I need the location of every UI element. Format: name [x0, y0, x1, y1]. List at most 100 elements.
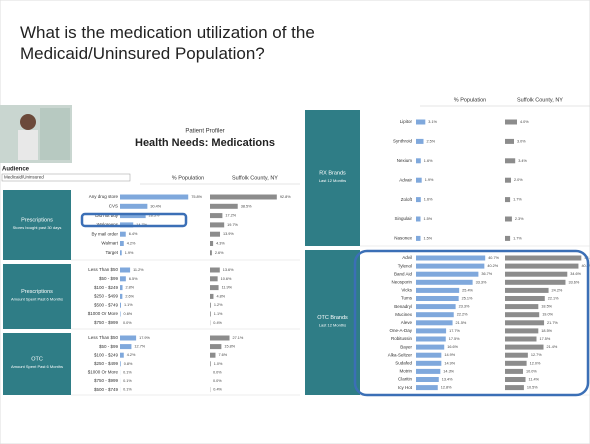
county-bar — [210, 268, 220, 273]
row-label: Vicks — [401, 288, 412, 293]
value-label: 19.7% — [227, 223, 238, 227]
section-box — [3, 333, 71, 395]
county-bar — [505, 264, 578, 269]
value-label: 13.4% — [442, 378, 453, 382]
row-label: $750 - $999 — [94, 320, 119, 325]
county-bar — [505, 328, 538, 333]
county-bar — [505, 296, 545, 301]
row-label: $50 - $99 — [99, 344, 119, 349]
audience-label: Audience — [2, 167, 30, 173]
population-bar — [416, 197, 421, 202]
value-label: 4.2% — [127, 242, 136, 246]
population-bar — [416, 296, 459, 301]
value-label: 0.1% — [123, 379, 132, 383]
section-box — [305, 250, 360, 395]
column-header: % Population — [172, 175, 204, 181]
county-bar — [505, 158, 515, 163]
value-label: 40.2% — [487, 264, 498, 268]
value-label: 4.8% — [216, 294, 225, 298]
value-label: 33.6% — [568, 280, 579, 284]
population-bar — [120, 353, 124, 358]
value-label: 17.5% — [449, 337, 460, 341]
row-label: $500 - $749 — [94, 387, 119, 392]
row-label: Aleve — [401, 320, 413, 325]
row-label: Benadryl — [394, 304, 412, 309]
population-bar — [416, 369, 440, 374]
county-bar — [505, 369, 523, 374]
population-bar — [416, 377, 439, 382]
value-label: 14.3% — [443, 369, 454, 373]
population-bar — [120, 232, 126, 237]
value-label: 1.5% — [424, 236, 433, 240]
population-bar — [120, 276, 126, 281]
value-label: 1.6% — [424, 159, 433, 163]
value-label: 10.0% — [526, 369, 537, 373]
population-bar — [416, 120, 425, 125]
county-bar — [210, 276, 218, 281]
county-bar — [505, 385, 524, 390]
highlight-box — [82, 214, 186, 226]
row-label: Synthroid — [393, 139, 413, 144]
row-label: Walmart — [101, 241, 118, 246]
value-label: 14.9% — [444, 353, 455, 357]
value-label: 40.7% — [488, 256, 499, 260]
value-label: 18.5% — [541, 305, 552, 309]
population-bar — [120, 195, 188, 200]
population-bar — [416, 256, 485, 261]
row-label: Sudafed — [395, 360, 412, 365]
row-label: $250 - $499 — [94, 361, 119, 366]
county-bar — [505, 337, 537, 342]
row-label: Band Aid — [394, 271, 413, 276]
county-bar — [210, 312, 211, 317]
row-label: Neosporin — [391, 279, 412, 284]
population-bar — [416, 337, 446, 342]
population-bar — [416, 264, 484, 269]
value-label: 34.6% — [570, 272, 581, 276]
value-label: 2.6% — [215, 251, 224, 255]
row-label: Did not buy — [95, 213, 119, 218]
value-label: 1.5% — [424, 217, 433, 221]
value-label: 2.8% — [126, 286, 135, 290]
section-subtitle: Stores bought past 30 days — [13, 225, 62, 230]
row-label: Zoloft — [401, 197, 413, 202]
value-label: 21.4% — [547, 345, 558, 349]
row-label: Target — [105, 250, 118, 255]
section-subtitle: Last 12 Months — [319, 323, 346, 328]
county-bar — [505, 256, 581, 261]
section-title: OTC — [31, 356, 43, 362]
population-bar — [416, 178, 422, 183]
value-label: 0.4% — [213, 388, 222, 392]
row-label: $100 - $249 — [94, 352, 119, 357]
county-bar — [210, 241, 213, 246]
value-label: 22.2% — [457, 313, 468, 317]
value-label: 38.5% — [241, 204, 252, 208]
county-bar — [505, 361, 527, 366]
value-label: 28.5% — [149, 214, 160, 218]
slide-border — [0, 0, 590, 444]
county-bar — [505, 272, 567, 277]
row-label: $1000 Or More — [88, 370, 119, 375]
section-subtitle: Amount Spent Past 6 Months — [11, 297, 63, 302]
value-label: 13.6% — [223, 268, 234, 272]
county-bar — [505, 280, 565, 285]
value-label: 11.4% — [529, 378, 540, 382]
value-label: 3.0% — [517, 139, 526, 143]
population-bar — [416, 312, 454, 317]
value-label: 3.1% — [428, 120, 437, 124]
audience-select[interactable] — [2, 174, 130, 181]
county-bar — [505, 304, 538, 309]
profiler-label: Patient Profiler — [185, 129, 224, 135]
population-bar — [416, 304, 456, 309]
county-bar — [210, 344, 221, 349]
slide-title: What is the medication utilization of th… — [20, 22, 440, 64]
value-label: 17.9% — [139, 336, 150, 340]
row-label: Mucinex — [395, 312, 413, 317]
row-label: $750 - $999 — [94, 378, 119, 383]
row-label: By mail order — [91, 231, 118, 236]
county-bar — [210, 232, 220, 237]
row-label: $1000 Or More — [88, 311, 119, 316]
column-header: Suffolk County, NY — [517, 97, 563, 103]
value-label: 0.0% — [213, 379, 222, 383]
value-label: 14.9% — [444, 361, 455, 365]
value-label: 7.6% — [218, 353, 227, 357]
